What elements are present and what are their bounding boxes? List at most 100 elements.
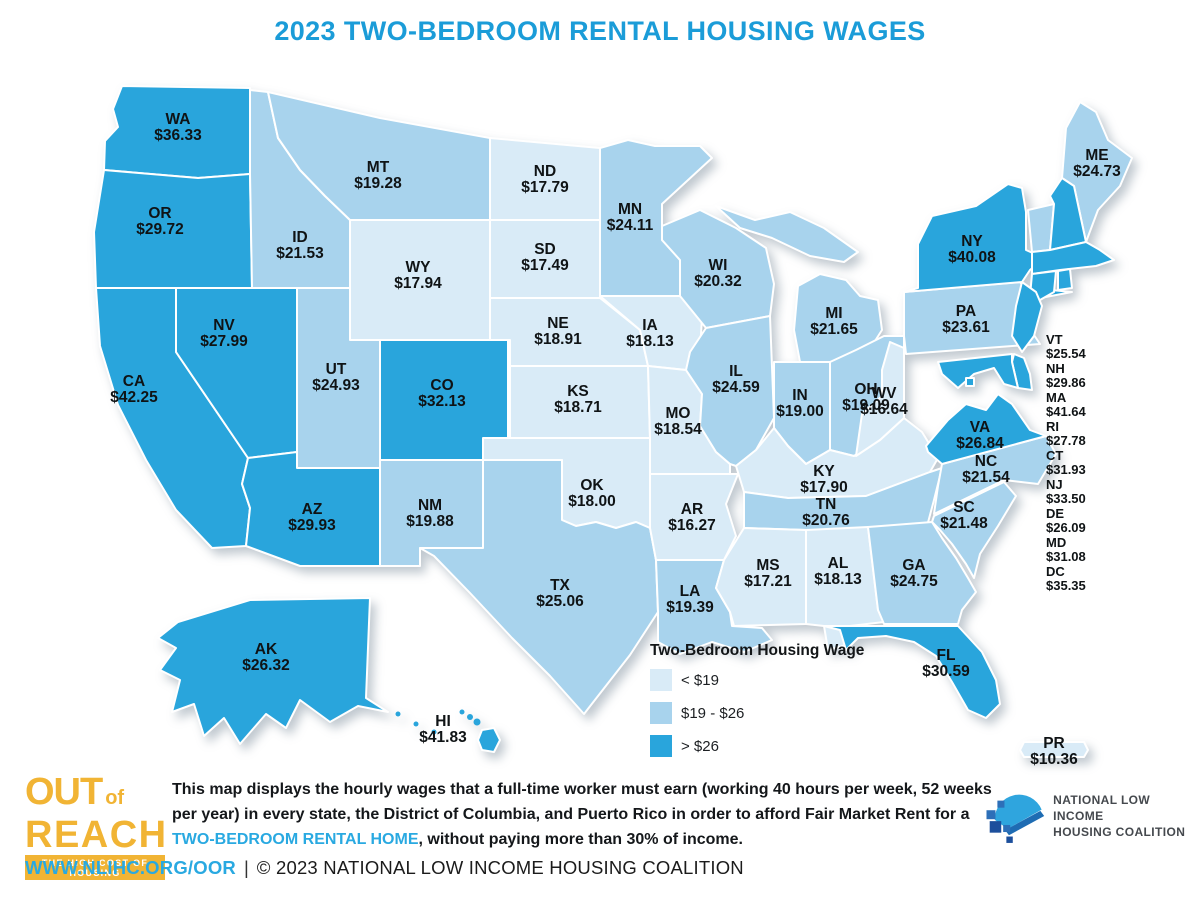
- state-ID: [249, 89, 351, 289]
- state-CO: [379, 339, 509, 461]
- description-line-1: This map displays the hourly wages that …: [172, 781, 992, 798]
- state-OK: [482, 437, 651, 529]
- legend-item-dark: > $26: [650, 735, 864, 757]
- state-label-MN: MN $24.11: [607, 201, 654, 234]
- state-MI: [793, 273, 883, 363]
- state-CA: [95, 287, 251, 549]
- state-MD: [937, 353, 1019, 389]
- legend-label-dark: > $26: [681, 737, 719, 755]
- state-AZ: [241, 451, 381, 567]
- state-SC: [931, 481, 1017, 579]
- state-label-OH: OH $19.09: [842, 381, 890, 414]
- state-PA: [903, 281, 1041, 355]
- two-bedroom-highlight: TWO-BEDROOM RENTAL HOME: [172, 831, 419, 848]
- islands-AK: [413, 721, 419, 727]
- state-IL: [685, 315, 775, 467]
- state-SD: [489, 219, 601, 299]
- list-label-NJ: NJ $33.50: [1046, 477, 1086, 506]
- bottom-bar: WWW.NLIHC.ORG/OOR | © 2023 NATIONAL LOW IN…: [25, 857, 744, 879]
- state-label-OK: OK $18.00: [568, 477, 615, 510]
- legend-item-light: < $19: [650, 669, 864, 691]
- copyright-text: © 2023 NATIONAL LOW INCOME HOUSING COALI…: [256, 857, 744, 878]
- state-label-WY: WY $17.94: [394, 259, 442, 292]
- state-label-OR: OR $29.72: [136, 205, 183, 238]
- logo-word-reach: REACH: [25, 814, 168, 856]
- state-label-NM: NM $19.88: [406, 497, 454, 530]
- state-label-PA: PA $23.61: [942, 303, 990, 336]
- state-KS: [509, 365, 651, 439]
- state-label-NE: NE $18.91: [534, 315, 582, 348]
- state-label-CA: CA $42.25: [110, 373, 158, 406]
- state-AK: [157, 597, 389, 745]
- legend-title: Two-Bedroom Housing Wage: [650, 642, 865, 659]
- state-label-NY: NY $40.08: [948, 233, 996, 266]
- state-label-CO: CO $32.13: [418, 377, 466, 410]
- state-NE: [489, 297, 649, 367]
- state-MN: [599, 139, 713, 297]
- state-label-HI: HI $41.83: [419, 713, 467, 746]
- separator: |: [243, 857, 249, 878]
- map-legend: Two-Bedroom Housing Wage < $19 $19 - $26 >…: [650, 642, 864, 768]
- legend-swatch-light: [650, 669, 672, 691]
- map-states-layer: [93, 85, 1133, 758]
- state-DE: [1011, 353, 1033, 391]
- islands-HI: [473, 718, 481, 726]
- state-LA: [655, 559, 773, 655]
- list-label-DE: DE $26.09: [1046, 506, 1086, 535]
- nlihc-house-icon: [986, 794, 1045, 843]
- state-VA: [925, 393, 1047, 465]
- state-WA: [103, 85, 251, 179]
- state-MS: [715, 527, 807, 627]
- state-MO: [647, 365, 731, 475]
- state-PR: [1019, 741, 1089, 758]
- state-ND: [489, 137, 601, 221]
- list-label-RI: RI $27.78: [1046, 419, 1086, 448]
- state-OR: [93, 169, 253, 289]
- state-label-WV: WV $16.64: [860, 385, 908, 418]
- state-NY: [1029, 287, 1073, 301]
- nlihc-logo: NATIONAL LOW INCOME HOUSING COALITION: [982, 776, 1200, 856]
- logo-word-out: OUT: [25, 771, 103, 813]
- state-label-LA: LA $19.39: [666, 583, 714, 616]
- nlihc-url-link[interactable]: WWW.NLIHC.ORG/OOR: [25, 857, 236, 878]
- state-NM: [379, 459, 484, 567]
- state-WY: [349, 219, 491, 341]
- state-label-WA: WA $36.33: [154, 111, 202, 144]
- legend-rows: < $19 $19 - $26 > $26: [650, 669, 864, 757]
- list-label-NH: NH $29.86: [1046, 361, 1086, 390]
- state-label-NV: NV $27.99: [200, 317, 248, 350]
- list-label-MA: MA $41.64: [1046, 390, 1087, 419]
- logo-tagline: THE HIGH COST OF HOUSING: [25, 855, 165, 880]
- map-description: This map displays the hourly wages that …: [172, 777, 992, 852]
- state-WV: [855, 341, 905, 457]
- islands-AK: [395, 711, 401, 717]
- state-label-ND: ND $17.79: [521, 163, 569, 196]
- state-label-UT: UT $24.93: [312, 361, 360, 394]
- state-label-VA: VA $26.84: [956, 419, 1004, 452]
- legend-label-light: < $19: [681, 671, 719, 689]
- state-label-KY: KY $17.90: [800, 463, 847, 496]
- list-label-MD: MD $31.08: [1046, 535, 1086, 564]
- state-RI: [1057, 268, 1073, 291]
- description-line-3: TWO-BEDROOM RENTAL HOME, without paying …: [172, 831, 743, 848]
- state-label-MO: MO $18.54: [654, 405, 702, 438]
- state-label-ME: ME $24.73: [1073, 147, 1121, 180]
- state-KY: [735, 417, 939, 499]
- page-title: 2023 TWO-BEDROOM RENTAL HOUSING WAGES: [274, 16, 926, 46]
- state-label-SC: SC $21.48: [940, 499, 988, 532]
- state-label-AK: AK $26.32: [242, 641, 289, 674]
- state-GA: [867, 521, 977, 625]
- state-label-AR: AR $16.27: [668, 501, 715, 534]
- state-IN: [773, 361, 831, 465]
- islands-HI: [467, 714, 473, 720]
- state-label-ID: ID $21.53: [276, 229, 324, 262]
- nlihc-logo-text: NATIONAL LOW INCOME HOUSING COALITION: [1053, 793, 1186, 839]
- state-MT: [267, 91, 491, 221]
- state-label-IA: IA $18.13: [626, 317, 674, 350]
- islands-HI: [459, 709, 465, 715]
- state-MA: [1031, 241, 1115, 275]
- state-NY: [903, 183, 1045, 293]
- state-NJ: [1011, 281, 1043, 353]
